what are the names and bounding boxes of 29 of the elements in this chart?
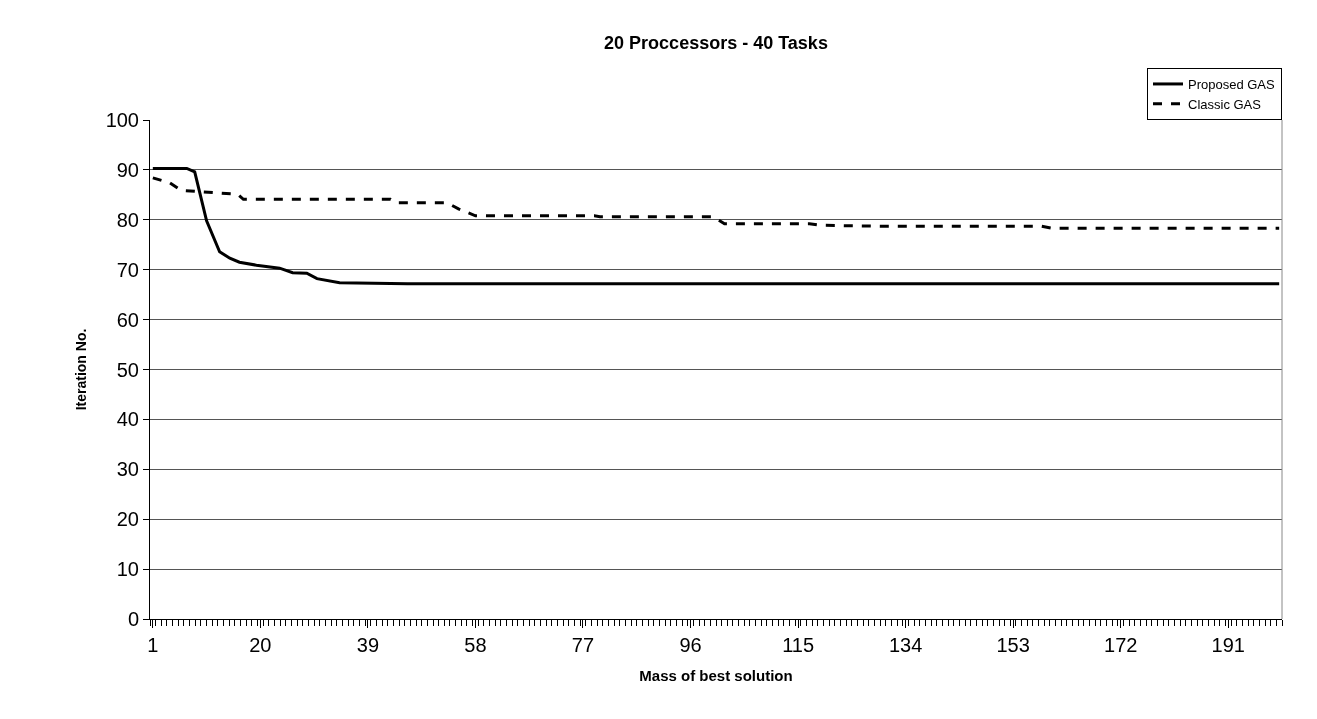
x-tick-label: 1 [147, 634, 159, 656]
y-tick-label: 80 [116, 208, 139, 231]
y-tick-label: 40 [116, 408, 139, 431]
y-tick-label: 10 [116, 558, 139, 581]
x-tick-label: 172 [1104, 634, 1138, 656]
x-tick-label: 77 [571, 634, 595, 656]
x-tick-label: 153 [996, 634, 1030, 656]
x-tick-label: 134 [888, 634, 923, 656]
x-tick-label: 20 [249, 634, 272, 656]
legend-label: Classic GAS [1188, 96, 1262, 112]
y-tick-label: 90 [116, 158, 139, 181]
line-series [151, 166, 1281, 286]
y-tick-label: 70 [116, 258, 139, 281]
y-tick-label: 0 [127, 608, 139, 630]
y-tick-label: 20 [116, 508, 139, 531]
y-tick-label: 30 [116, 458, 139, 481]
x-tick-label: 58 [464, 634, 487, 656]
x-tick-label: 115 [782, 634, 815, 656]
x-tick-label: 96 [679, 634, 702, 656]
y-tick-label: 100 [105, 109, 139, 131]
chart-title: 20 Proccessors - 40 Tasks [604, 32, 828, 53]
y-axis-title: Iteration No. [73, 328, 90, 411]
legend-label: Proposed GAS [1188, 77, 1276, 93]
x-axis-title: Mass of best solution [639, 667, 793, 684]
line-series [151, 176, 1281, 230]
y-tick-label: 60 [116, 308, 139, 331]
y-tick-label: 50 [116, 358, 139, 381]
x-tick-label: 191 [1211, 634, 1245, 656]
x-tick-label: 39 [356, 634, 380, 656]
